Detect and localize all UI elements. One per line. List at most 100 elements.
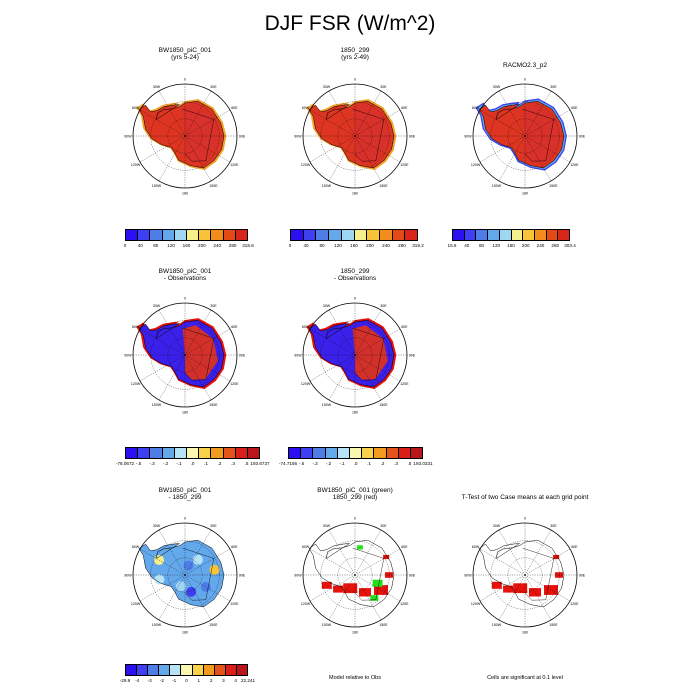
longitude-label: 90W [294, 135, 302, 139]
longitude-label: 180 [352, 192, 358, 196]
longitude-label: 150W [322, 184, 332, 188]
meridian-line [184, 574, 212, 621]
longitude-label: 60W [472, 545, 480, 549]
map-p5: 0 30E 60E 90E 120E 150E 180 150W 120W 90W 60W 30W [294, 297, 416, 415]
colorbar-tick-label: -.1 [339, 461, 345, 466]
colorbar-tick-label: 280 [551, 243, 560, 248]
colorbar-swatch [148, 665, 160, 675]
colorbar-swatch [303, 230, 317, 240]
meridian-line [328, 574, 356, 621]
colorbar-swatch [291, 230, 304, 240]
colorbar-swatch [192, 665, 204, 675]
colorbar-labels-p2: 0 40 80 120 160 200 240 280 319.2 [289, 243, 424, 251]
longitude-label: 90W [464, 574, 472, 578]
meridian-line [158, 309, 186, 356]
green-cell [370, 595, 379, 601]
colorbar-swatch [341, 230, 355, 240]
longitude-label: 120W [471, 163, 481, 167]
colorbar-labels-p3: 15.6 40 80 120 160 200 240 280 303.4 [448, 243, 576, 251]
longitude-label: 30W [153, 304, 161, 308]
ice-divide [352, 108, 385, 162]
longitude-label: 120W [471, 602, 481, 606]
longitude-label: 90E [239, 354, 246, 358]
meridian-line [184, 309, 212, 356]
longitude-label: 150E [209, 184, 218, 188]
colorbar-tick-label: 0 [185, 678, 188, 683]
colorbar-swatch [211, 230, 224, 240]
longitude-label: 120W [131, 602, 141, 606]
meridian-line [139, 548, 186, 576]
meridian-line [184, 135, 212, 182]
longitude-label: 60E [231, 325, 238, 329]
meridian-line [309, 135, 356, 163]
longitude-label: 90E [579, 574, 586, 578]
longitude-label: 150W [322, 623, 332, 627]
colorbar-tick-label: 318.6 [242, 243, 254, 248]
colorbar-swatch [150, 230, 163, 240]
colorbar-labels-p6: -29.9 -4 -3 -2 -1 0 1 2 3 4 22.241 [120, 678, 255, 686]
longitude-label: 150W [492, 623, 502, 627]
difference-patch [154, 574, 165, 585]
colorbar-tick-label: 2 [209, 678, 213, 683]
longitude-label: 180 [352, 631, 358, 635]
panel-title-line: - Observations [333, 275, 377, 282]
colorbar-tick-label: 3 [222, 678, 225, 683]
colorbar-tick-label: 0 [123, 243, 127, 248]
significant-cell [513, 583, 528, 594]
ice-divide [352, 327, 385, 381]
meridian-line [524, 548, 571, 576]
meridian-line [498, 90, 526, 137]
longitude-label: 180 [182, 411, 188, 415]
longitude-label: 180 [522, 192, 528, 196]
longitude-label: 60E [571, 106, 578, 110]
panel-title-p2: 1850_299 (yrs 2-49) [270, 47, 440, 61]
colorbar-swatch [379, 230, 393, 240]
colorbar-swatch [325, 448, 338, 458]
colorbar-tick-label: 80 [153, 243, 159, 248]
longitude-label: 120W [131, 163, 141, 167]
colorbar-swatch [126, 230, 139, 240]
longitude-label: 60E [571, 545, 578, 549]
meridian-line [184, 354, 212, 401]
colorbar-swatch [367, 230, 380, 240]
colorbar-tick-label: 280 [228, 243, 237, 248]
longitude-label: 120W [301, 382, 311, 386]
longitude-label: 30E [550, 524, 557, 528]
colorbar-swatch [499, 230, 512, 240]
colorbar-tick-label: 160 [350, 243, 358, 248]
colorbar-tick-label: 160 [182, 243, 191, 248]
map-p7: 0 30E 60E 90E 120E 150E 180 150W 120W 90W 60W 30W [294, 517, 415, 635]
meridian-line [479, 135, 526, 163]
longitude-label: 150W [322, 403, 332, 407]
longitude-label: 90E [409, 354, 416, 358]
colorbar-tick-label: .0 [353, 461, 358, 466]
colorbar-tick-label: 4 [234, 678, 237, 683]
meridian-line [524, 109, 571, 137]
coastline [138, 100, 225, 169]
longitude-label: 30W [153, 85, 161, 89]
colorbar-swatch [374, 448, 387, 458]
difference-patch [183, 560, 194, 571]
colorbar-swatch [476, 230, 489, 240]
colorbar-tick-label: .3 [394, 461, 398, 466]
colorbar-tick-label: .5 [244, 461, 249, 466]
difference-patch [154, 555, 164, 565]
colorbar-tick-label: 120 [492, 243, 501, 248]
significant-cell [333, 585, 344, 593]
map-p3: 0 30E 60E 90E 120E 150E 180 150W 120W 90W 60W 30W [464, 78, 585, 196]
difference-patch [186, 586, 197, 597]
significant-cell [544, 585, 558, 595]
colorbar-swatch [138, 448, 151, 458]
ice-divide [182, 108, 215, 162]
meridian-line [309, 548, 356, 576]
colorbar-tick-label: 80 [478, 243, 485, 248]
longitude-label: 30E [380, 524, 387, 528]
colorbar-tick-label: -1 [172, 678, 177, 683]
colorbar-tick-label: 1 [197, 678, 201, 683]
colorbar-tick-label: 193.0331 [413, 461, 433, 466]
longitude-label: 90E [409, 135, 416, 139]
longitude-label: 120E [230, 382, 239, 386]
longitude-label: 90E [239, 135, 246, 139]
meridian-line [354, 135, 382, 182]
panel-title-line: - 1850_299 [168, 494, 202, 501]
